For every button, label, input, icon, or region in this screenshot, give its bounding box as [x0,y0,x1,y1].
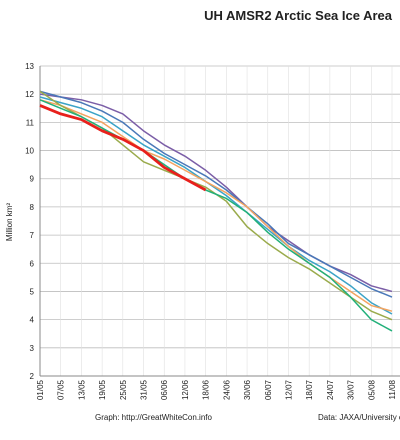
x-tick-label: 06/07 [264,379,273,400]
y-tick-label: 9 [30,175,35,184]
x-tick-label: 05/08 [367,379,376,400]
x-tick-label: 12/06 [181,379,190,400]
series-line [39,99,393,312]
chart-title: UH AMSR2 Arctic Sea Ice Area [204,8,393,23]
y-tick-label: 8 [30,203,35,212]
x-tick-label: 07/05 [57,379,66,400]
y-tick-label: 5 [30,287,35,296]
y-tick-label: 7 [30,231,35,240]
y-tick-label: 12 [25,90,34,99]
footer-right: Data: JAXA/University of Illinois [318,413,400,422]
x-tick-label: 31/05 [140,379,149,400]
x-tick-label: 30/06 [243,379,252,400]
x-tick-label: 30/07 [347,379,356,400]
y-tick-label: 3 [30,344,35,353]
y-tick-label: 13 [25,62,34,71]
x-tick-label: 19/05 [98,379,107,400]
x-tick-label: 18/06 [202,379,211,400]
y-tick-label: 10 [25,147,34,156]
series-line [39,104,207,192]
x-tick-label: 24/07 [326,379,335,400]
x-tick-label: 13/05 [77,379,86,400]
x-tick-label: 18/07 [305,379,314,400]
y-tick-label: 4 [30,316,35,325]
series-line [39,90,393,298]
y-tick-label: 6 [30,259,35,268]
x-tick-label: 12/07 [284,379,293,400]
y-axis-label: Million km² [5,203,14,242]
x-tick-label: 24/06 [222,379,231,400]
series-line [39,96,393,315]
x-tick-label: 06/06 [160,379,169,400]
x-tick-label: 11/08 [388,379,397,399]
footer-left: Graph: http://GreatWhiteCon.info [95,413,212,422]
x-tick-label: 01/05 [36,379,45,400]
y-tick-label: 11 [26,118,35,127]
series-line [39,99,393,332]
x-tick-label: 25/05 [119,379,128,400]
y-tick-label: 2 [30,372,35,381]
